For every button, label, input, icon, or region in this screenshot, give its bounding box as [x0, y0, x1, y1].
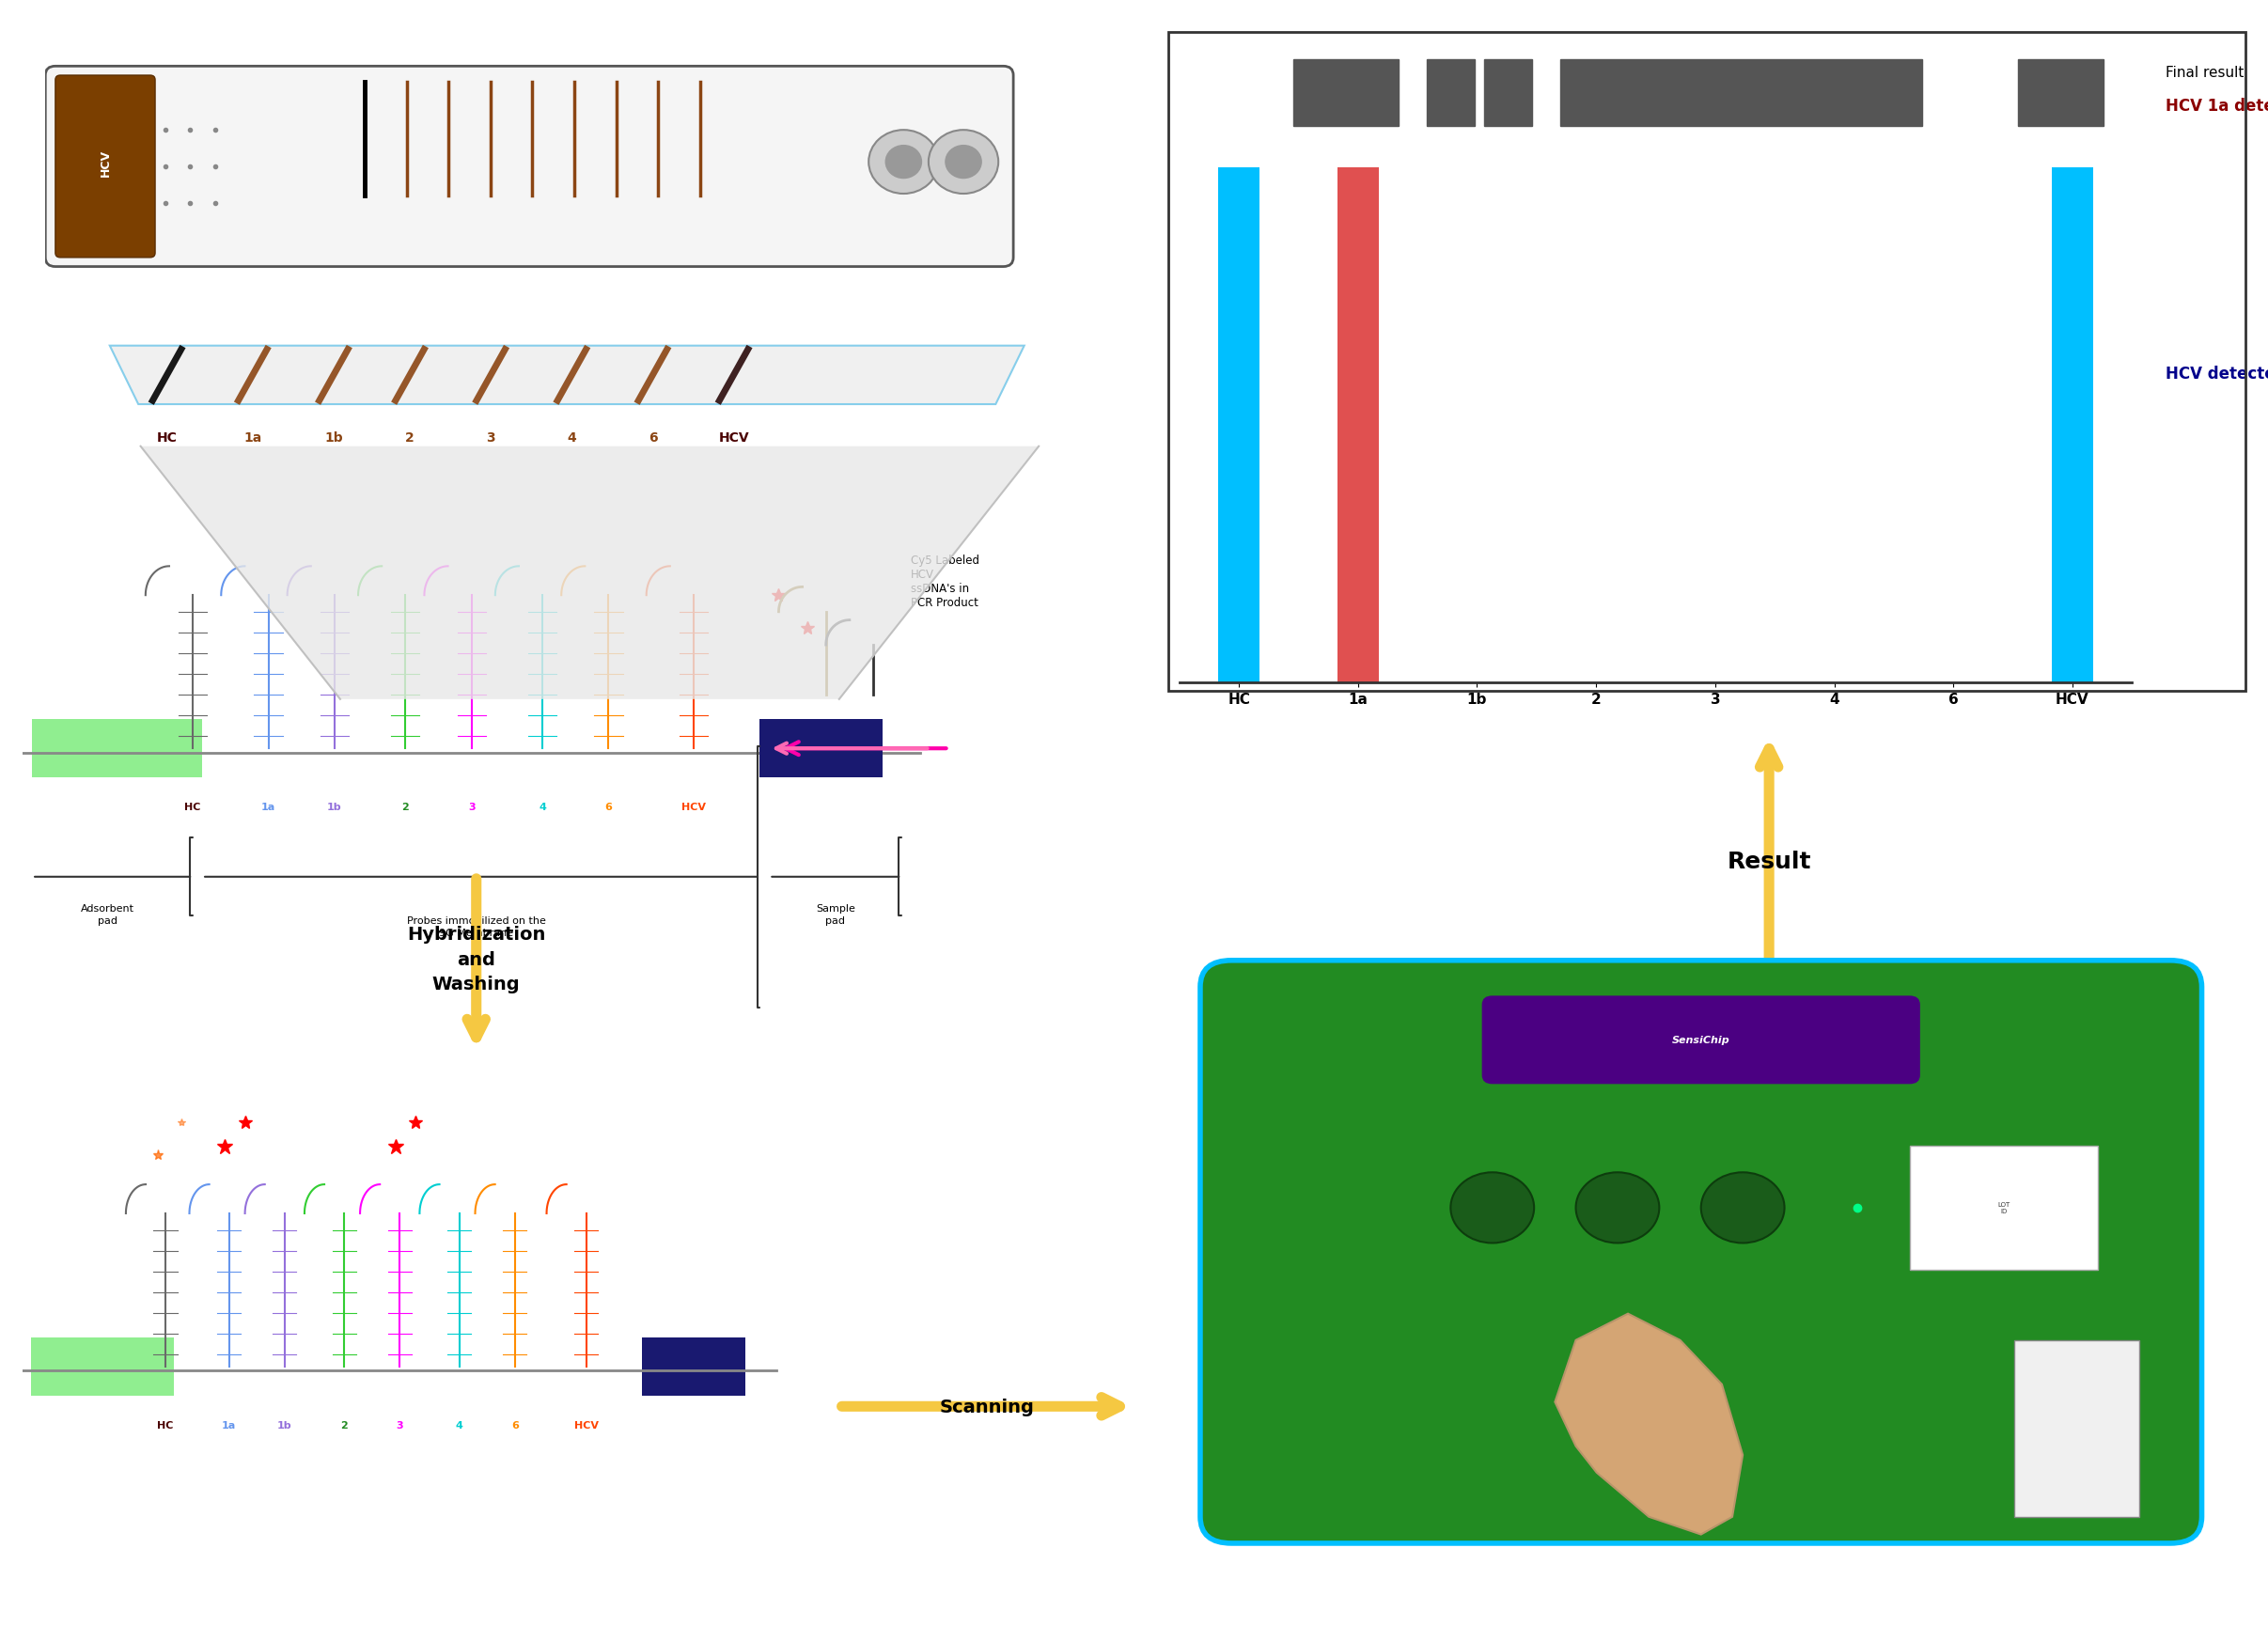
Text: 2: 2 — [340, 1419, 347, 1429]
Text: Scanning: Scanning — [939, 1398, 1034, 1415]
Text: HC: HC — [156, 1419, 175, 1429]
FancyBboxPatch shape — [1200, 961, 2202, 1543]
Circle shape — [928, 130, 998, 195]
Text: 3: 3 — [485, 431, 494, 444]
Text: Adsorbent
pad: Adsorbent pad — [82, 904, 134, 925]
Text: 1a: 1a — [261, 802, 274, 811]
Text: HC: HC — [156, 431, 177, 444]
Bar — [1218, 167, 1259, 683]
FancyArrowPatch shape — [785, 743, 946, 756]
Circle shape — [1576, 1172, 1660, 1244]
Text: 4: 4 — [456, 1419, 463, 1429]
Text: 1b: 1b — [327, 802, 342, 811]
Polygon shape — [109, 346, 1025, 405]
FancyBboxPatch shape — [45, 67, 1014, 267]
Circle shape — [1701, 1172, 1785, 1244]
Bar — [1427, 60, 1474, 127]
Text: HCV: HCV — [680, 802, 705, 811]
Text: 4: 4 — [540, 802, 547, 811]
Text: LOT
ID: LOT ID — [1998, 1202, 2009, 1215]
Text: Probes immobilized on the
9G Membrane: Probes immobilized on the 9G Membrane — [406, 915, 547, 938]
Text: 2: 2 — [401, 802, 408, 811]
Text: 3: 3 — [397, 1419, 404, 1429]
Text: 1a: 1a — [222, 1419, 236, 1429]
Text: 2: 2 — [406, 431, 415, 444]
Text: 6: 6 — [606, 802, 612, 811]
Text: HCV: HCV — [719, 431, 748, 444]
Text: Final result: Final result — [2166, 67, 2245, 80]
FancyBboxPatch shape — [54, 76, 154, 259]
FancyBboxPatch shape — [642, 1338, 744, 1395]
Text: 1b: 1b — [324, 431, 342, 444]
Text: HCV detected!!: HCV detected!! — [2166, 366, 2268, 382]
Circle shape — [946, 146, 982, 179]
Text: Cy5 Labeled
HCV
ssDNA's in
PCR Product: Cy5 Labeled HCV ssDNA's in PCR Product — [912, 554, 980, 608]
Text: SensiChip: SensiChip — [1672, 1036, 1730, 1046]
Circle shape — [1452, 1172, 1533, 1244]
Text: Hybridization
and
Washing: Hybridization and Washing — [406, 925, 547, 993]
FancyBboxPatch shape — [32, 720, 202, 777]
Text: 3: 3 — [467, 802, 474, 811]
Text: 6: 6 — [510, 1419, 519, 1429]
Text: 1b: 1b — [277, 1419, 293, 1429]
Bar — [1483, 60, 1531, 127]
FancyBboxPatch shape — [2014, 1340, 2139, 1517]
FancyBboxPatch shape — [1910, 1146, 2098, 1270]
Text: HC: HC — [184, 802, 202, 811]
FancyBboxPatch shape — [760, 720, 882, 777]
Polygon shape — [141, 447, 1039, 699]
Text: HCV 1a detected!!: HCV 1a detected!! — [2166, 98, 2268, 114]
Bar — [2019, 60, 2102, 127]
Text: 6: 6 — [649, 431, 658, 444]
Text: 4: 4 — [567, 431, 576, 444]
FancyBboxPatch shape — [1481, 997, 1921, 1085]
Polygon shape — [1556, 1314, 1742, 1535]
Bar — [1293, 60, 1399, 127]
Bar — [1560, 60, 1923, 127]
Text: HCV: HCV — [100, 150, 111, 176]
Bar — [2053, 167, 2093, 683]
FancyBboxPatch shape — [29, 1338, 172, 1395]
Circle shape — [869, 130, 939, 195]
Text: 1a: 1a — [243, 431, 261, 444]
Text: Result: Result — [1726, 850, 1812, 873]
Bar — [1338, 167, 1379, 683]
Text: Sample
pad: Sample pad — [816, 904, 855, 925]
Circle shape — [885, 146, 921, 179]
Text: HCV: HCV — [574, 1419, 599, 1429]
